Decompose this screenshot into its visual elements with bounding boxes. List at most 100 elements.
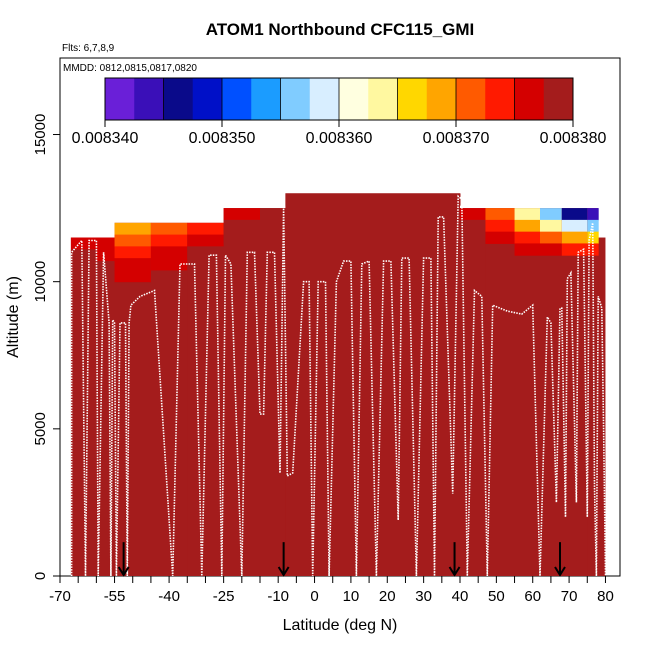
- heatmap-band-cell: [485, 219, 516, 233]
- colorbar-cell: [485, 78, 515, 120]
- y-tick-label: 10000: [32, 261, 49, 303]
- heatmap: [70, 193, 606, 577]
- colorbar-cell: [105, 78, 135, 120]
- heatmap-band-cell: [485, 208, 516, 221]
- heatmap-band-cell: [114, 246, 152, 259]
- colorbar-cell: [543, 78, 574, 120]
- heatmap-band-cell: [150, 234, 188, 247]
- arrow-head: [117, 566, 130, 577]
- heatmap-plateau-cell: [285, 193, 460, 577]
- heatmap-band-cell: [187, 222, 225, 236]
- x-tick-label: 20: [379, 588, 396, 605]
- heatmap-band-cell: [514, 208, 541, 221]
- heatmap-band-cell: [96, 261, 116, 274]
- heatmap-column-cell: [587, 208, 599, 576]
- colorbar-cell: [456, 78, 486, 120]
- heatmap-column-cell: [514, 208, 540, 576]
- heatmap-band-cell: [460, 231, 486, 244]
- heatmap-band-cell: [114, 258, 152, 271]
- heatmap-band-cell: [70, 237, 97, 250]
- heatmap-band-cell: [187, 246, 225, 259]
- colorbar-cell: [280, 78, 311, 120]
- x-tick-label: 30: [415, 588, 432, 605]
- x-tick-label: -70: [49, 588, 71, 605]
- flight-start-arrow: [448, 542, 461, 577]
- x-axis-label: Latitude (deg N): [283, 617, 398, 634]
- heatmap-column-cell: [561, 208, 588, 576]
- heatmap-column-cell: [485, 208, 515, 576]
- heatmap-band-cell: [114, 222, 152, 236]
- heatmap-band-cell: [70, 261, 97, 274]
- colorbar-cell: [309, 78, 340, 120]
- heatmap-band-cell: [514, 243, 541, 256]
- y-tick-label: 5000: [32, 412, 49, 445]
- arrow-head: [277, 566, 290, 577]
- heatmap-band-cell: [460, 219, 486, 233]
- colorbar-cell: [397, 78, 428, 120]
- flight-start-arrows: [117, 542, 566, 577]
- flight-start-arrow: [277, 542, 290, 577]
- heatmap-band-cell: [561, 219, 588, 233]
- arrow-head: [448, 566, 461, 577]
- colorbar-cell: [514, 78, 545, 120]
- x-tick-label: -25: [213, 588, 235, 605]
- heatmap-band-cell: [260, 219, 286, 233]
- heatmap-band-cell: [540, 243, 563, 256]
- colorbar-cell: [192, 78, 223, 120]
- x-tick-label: 10: [343, 588, 360, 605]
- y-tick-label: 0: [32, 572, 49, 580]
- colorbar-tick-label: 0.008370: [423, 130, 490, 147]
- y-axis-label: Altitude (m): [5, 276, 22, 358]
- colorbar-cells: [105, 78, 574, 120]
- x-tick-label: 50: [488, 588, 505, 605]
- mmdd-label: MMDD: 0812,0815,0817,0820: [63, 63, 197, 74]
- heatmap-band-cell: [587, 219, 599, 233]
- heatmap-band-cell: [150, 246, 188, 259]
- heatmap-band-cell: [223, 219, 261, 233]
- colorbar-cell: [163, 78, 194, 120]
- y-axis: 0 5000 10000 15000: [32, 114, 60, 580]
- colorbar-tick-label: 0.008350: [189, 130, 256, 147]
- heatmap-band-cell: [561, 208, 588, 221]
- heatmap-column-cell: [96, 237, 115, 576]
- heatmap-band-cell: [260, 208, 286, 221]
- heatmap-column-cell: [150, 222, 188, 576]
- x-axis: -70 -55 -40 -25 -10 0 10 20 30 40 50 60 70 80: [49, 576, 614, 605]
- x-tick-label: 0: [310, 588, 318, 605]
- colorbar-cell: [426, 78, 457, 120]
- colorbar-cell: [339, 78, 369, 120]
- flight-start-arrow: [117, 542, 130, 577]
- heatmap-column-cell: [223, 208, 260, 576]
- heatmap-band-cell: [485, 231, 516, 244]
- heatmap-band-cell: [70, 249, 97, 262]
- colorbar-tick-label: 0.008360: [306, 130, 373, 147]
- x-tick-label: -10: [267, 588, 289, 605]
- colorbar-tick-label: 0.008380: [540, 130, 607, 147]
- chart-title: ATOM1 Northbound CFC115_GMI: [206, 20, 475, 39]
- x-tick-label: 40: [452, 588, 469, 605]
- arrow-head: [554, 566, 566, 577]
- heatmap-band-cell: [514, 231, 541, 244]
- heatmap-band-cell: [96, 249, 116, 262]
- colorbar-cell: [134, 78, 164, 120]
- colorbar-cell: [222, 78, 252, 120]
- colorbar-cell: [251, 78, 281, 120]
- colorbar: 0.008340 0.008350 0.008360 0.008370 0.008380: [72, 77, 607, 147]
- x-tick-label: 60: [524, 588, 541, 605]
- heatmap-band-cell: [150, 222, 188, 236]
- heatmap-band-cell: [460, 208, 486, 221]
- heatmap-band-cell: [223, 231, 261, 244]
- x-tick-label: -55: [104, 588, 126, 605]
- colorbar-tick-label: 0.008340: [72, 130, 139, 147]
- heatmap-band-cell: [150, 258, 188, 271]
- heatmap-band-cell: [223, 208, 261, 221]
- heatmap-band-cell: [114, 269, 152, 283]
- colorbar-ticks: 0.008340 0.008350 0.008360 0.008370 0.008380: [72, 78, 607, 147]
- x-tick-label: 70: [561, 588, 578, 605]
- heatmap-band-cell: [187, 234, 225, 247]
- heatmap-band-cell: [587, 208, 599, 221]
- heatmap-band-cell: [561, 231, 588, 244]
- flight-track-line: [70, 194, 607, 577]
- heatmap-band-cell: [561, 243, 588, 256]
